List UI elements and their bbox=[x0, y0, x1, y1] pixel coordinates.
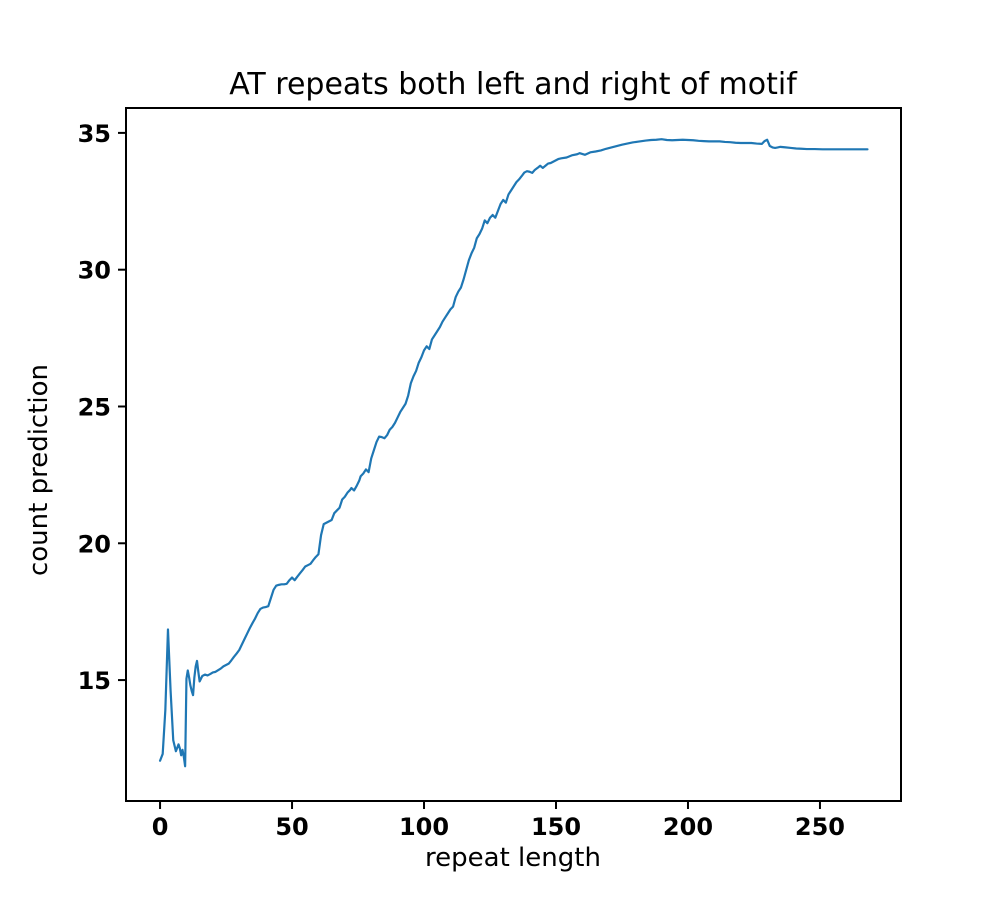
y-tick-label: 35 bbox=[78, 120, 111, 148]
y-axis-label: count prediction bbox=[24, 364, 54, 576]
x-tick-label: 50 bbox=[275, 813, 308, 841]
chart-title: AT repeats both left and right of motif bbox=[229, 67, 798, 102]
y-tick-label: 30 bbox=[78, 257, 111, 285]
y-tick-label: 20 bbox=[78, 530, 111, 558]
y-tick-label: 25 bbox=[78, 393, 111, 421]
x-tick-label: 100 bbox=[399, 813, 449, 841]
y-axis-ticks: 15 20 25 30 35 bbox=[78, 120, 126, 695]
axes-spines bbox=[125, 107, 902, 802]
x-tick-label: 0 bbox=[152, 813, 169, 841]
x-tick-label: 200 bbox=[663, 813, 713, 841]
line-series bbox=[158, 138, 869, 768]
x-tick-label: 250 bbox=[795, 813, 845, 841]
y-tick-label: 15 bbox=[78, 667, 111, 695]
x-axis-ticks: 0 50 100 150 200 250 bbox=[152, 801, 845, 841]
x-axis-label: repeat length bbox=[425, 843, 601, 873]
x-tick-label: 150 bbox=[531, 813, 581, 841]
